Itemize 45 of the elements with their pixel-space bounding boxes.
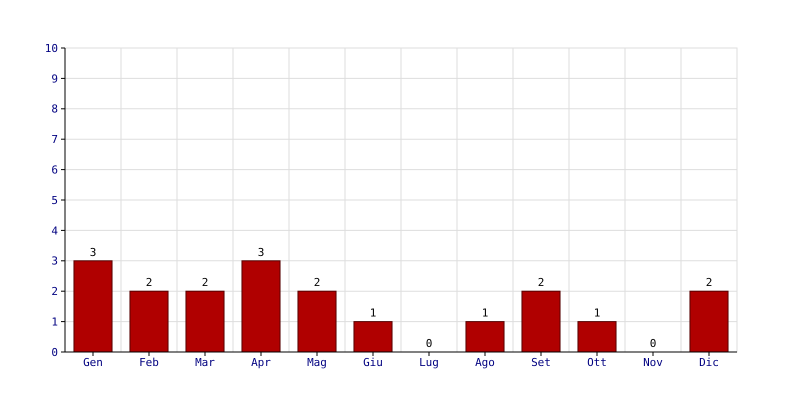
- bar: [297, 290, 337, 352]
- bar: [73, 260, 113, 352]
- bar: [689, 290, 729, 352]
- data-label: 1: [370, 306, 376, 320]
- x-tick-label: Giu: [363, 356, 383, 369]
- x-tick-label: Dic: [699, 356, 719, 369]
- x-tick-label: Nov: [643, 356, 664, 369]
- y-tick-label: 0: [51, 346, 58, 359]
- y-tick-label: 8: [51, 102, 58, 116]
- data-label: 2: [538, 276, 544, 290]
- x-tick-label: Apr: [251, 356, 272, 369]
- x-tick-label: Feb: [139, 356, 159, 369]
- x-tick-label: Gen: [83, 356, 103, 369]
- bar: [185, 290, 225, 352]
- x-tick-label: Mar: [195, 356, 216, 369]
- bar: [465, 321, 505, 352]
- y-tick-label: 6: [51, 163, 58, 176]
- data-label: 0: [426, 337, 432, 350]
- bar: [241, 260, 281, 352]
- data-label: 2: [202, 276, 208, 290]
- x-tick-label: Set: [531, 356, 551, 369]
- y-tick-label: 2: [51, 285, 58, 298]
- y-tick-label: 9: [51, 72, 58, 86]
- bar: [129, 290, 169, 352]
- data-label: 2: [314, 276, 320, 290]
- data-label: 3: [258, 246, 264, 259]
- x-tick-label: Lug: [419, 356, 439, 369]
- bar: [521, 290, 561, 352]
- x-tick-label: Ott: [587, 356, 607, 369]
- x-tick-label: Mag: [307, 356, 327, 369]
- data-label: 3: [90, 246, 96, 259]
- bar: [353, 321, 393, 352]
- data-label: 2: [706, 276, 712, 290]
- data-label: 0: [650, 337, 656, 350]
- data-label: 1: [482, 306, 488, 320]
- y-tick-label: 7: [51, 133, 58, 146]
- y-tick-label: 10: [44, 42, 58, 55]
- y-tick-label: 4: [51, 224, 58, 238]
- y-tick-label: 5: [51, 194, 58, 207]
- data-label: 2: [146, 276, 152, 290]
- data-label: 1: [594, 306, 600, 320]
- x-tick-label: Ago: [475, 356, 495, 369]
- y-tick-label: 3: [51, 254, 58, 268]
- bar: [577, 321, 617, 352]
- y-tick-label: 1: [51, 315, 58, 328]
